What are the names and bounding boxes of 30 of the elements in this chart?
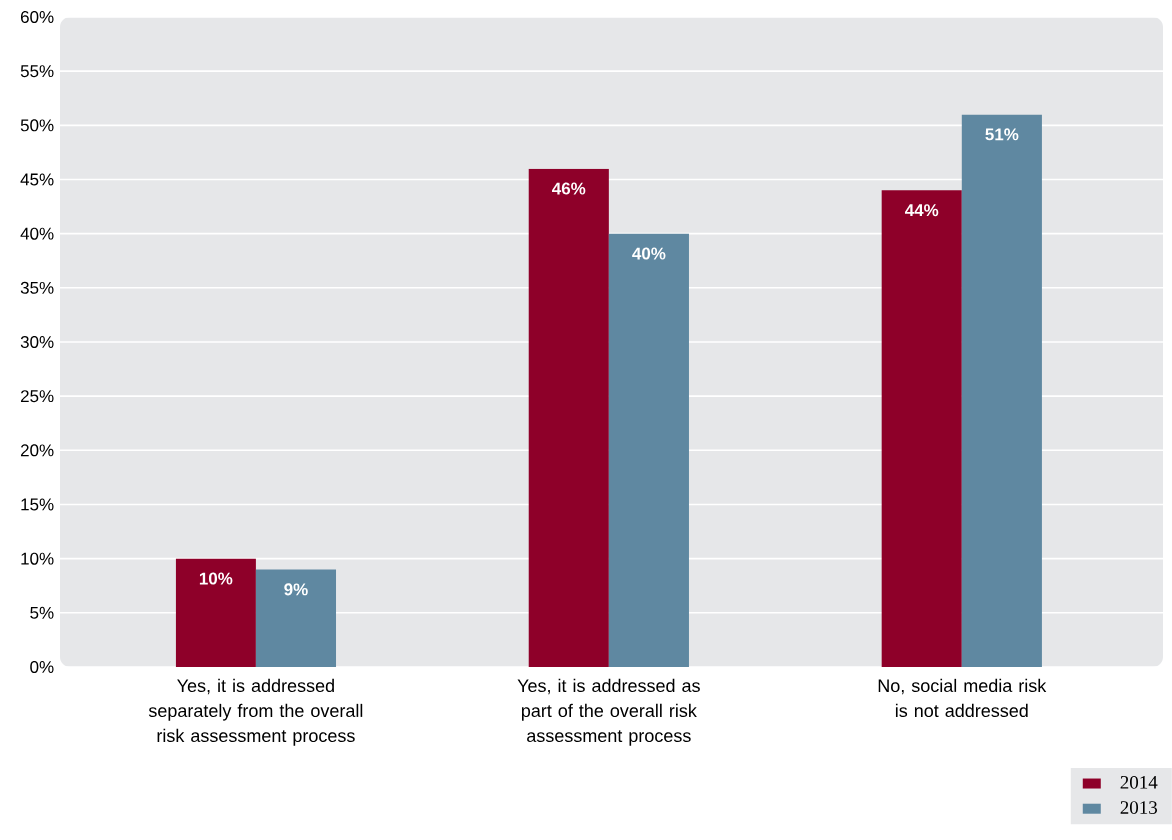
bar [175,558,256,667]
bar [608,233,689,667]
y-tick-label: 40% [20,227,54,240]
y-tick-label: 30% [20,335,54,349]
x-tick-label: Yes, it is addressed separately from the overall risk assessment process [148,678,363,746]
bar [255,569,337,667]
data-label: 9% [284,583,308,596]
y-tick-label: 25% [20,390,54,403]
x-tick-label: No, social media risk is not addressed [878,678,1047,718]
y-tick-label: 5% [30,606,54,619]
y-tick-label: 55% [20,65,54,78]
y-tick-label: 35% [20,281,54,294]
bar [881,190,962,667]
bar [528,168,609,667]
y-tick-label: 20% [20,444,54,457]
data-label: 40% [632,247,666,260]
data-label: 44% [904,204,939,217]
y-tick-label: 0% [30,660,54,674]
y-tick-label: 50% [20,119,54,132]
x-tick-label: Yes, it is addressed as part of the overall risk assessment process [517,678,700,746]
bar [961,114,1042,667]
data-label: 51% [985,128,1019,141]
y-tick-label: 45% [20,173,54,186]
y-tick-label: 60% [20,10,54,24]
legend-label: 2014 [1120,775,1158,789]
data-label: 10% [199,572,233,585]
y-tick-label: 10% [21,552,54,565]
data-label: 46% [552,182,586,195]
legend-label: 2013 [1120,801,1158,814]
y-tick-label: 15% [21,498,54,511]
